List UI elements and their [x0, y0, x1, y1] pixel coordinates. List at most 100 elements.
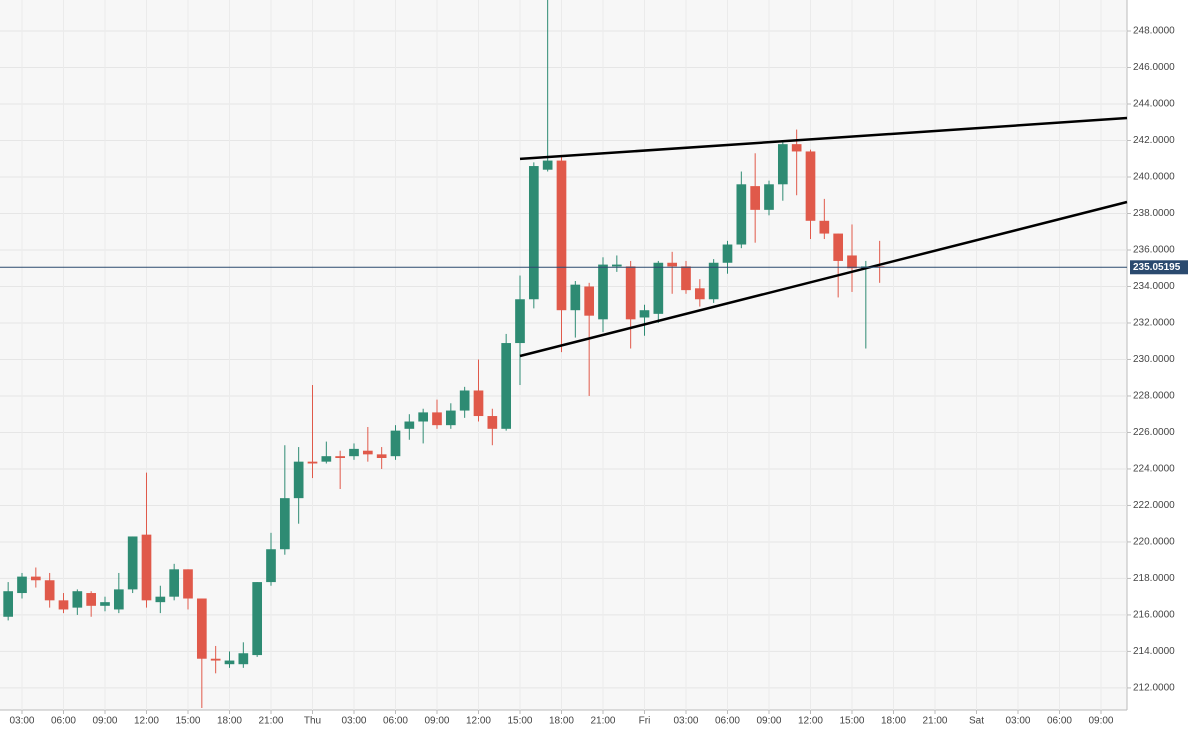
candle-body [777, 144, 788, 185]
candle-body [805, 151, 816, 221]
last-price-label: 235.05195 [1133, 262, 1181, 273]
y-tick-label: 236.0000 [1133, 245, 1175, 256]
x-tick-label: 09:00 [756, 716, 781, 727]
candle-body [764, 184, 774, 210]
candle-body [169, 569, 180, 597]
candle-body [584, 286, 595, 316]
y-tick-label: 240.0000 [1133, 172, 1175, 183]
candle-body [653, 262, 664, 314]
y-tick-label: 246.0000 [1133, 62, 1175, 73]
candle-body [113, 589, 124, 610]
candle-body [708, 262, 719, 300]
x-tick-label: 03:00 [341, 716, 366, 727]
x-tick-label: 06:00 [51, 716, 76, 727]
candle-body [279, 498, 290, 550]
candle-body [72, 591, 83, 608]
last-price-box [1130, 260, 1188, 275]
candle-body [847, 255, 857, 269]
candle-body [667, 262, 678, 267]
candle-body [750, 186, 761, 210]
candle-body [362, 450, 373, 455]
x-tick-label: 18:00 [549, 716, 574, 727]
y-tick-label: 238.0000 [1133, 208, 1175, 219]
candle-body [321, 456, 332, 462]
y-tick-label: 226.0000 [1133, 427, 1175, 438]
candle-body [349, 448, 359, 457]
y-tick-label: 234.0000 [1133, 281, 1175, 292]
candle-body [196, 598, 207, 659]
candle-body [501, 343, 512, 429]
x-tick-label: 03:00 [1005, 716, 1030, 727]
y-tick-label: 248.0000 [1133, 26, 1175, 37]
x-tick-label: 06:00 [1047, 716, 1072, 727]
y-tick-label: 224.0000 [1133, 464, 1175, 475]
y-tick-label: 222.0000 [1133, 500, 1175, 511]
y-tick-label: 232.0000 [1133, 318, 1175, 329]
candle-body [86, 593, 97, 606]
candle-body [58, 600, 69, 610]
y-tick-label: 230.0000 [1133, 354, 1175, 365]
candle-body [376, 454, 387, 459]
candle-body [335, 456, 346, 459]
candle-body [224, 660, 235, 665]
y-tick-label: 228.0000 [1133, 391, 1175, 402]
candle-body [238, 653, 249, 665]
y-tick-label: 214.0000 [1133, 646, 1175, 657]
candle-body [293, 461, 304, 499]
candle-body [819, 220, 830, 234]
x-tick-label: 21:00 [922, 716, 947, 727]
x-tick-label: 09:00 [92, 716, 117, 727]
candle-body [127, 536, 138, 590]
candle-body [639, 310, 650, 318]
candle-body [252, 582, 263, 656]
candle-body [528, 166, 539, 300]
candle-body [3, 591, 14, 617]
candle-body [473, 390, 484, 417]
x-tick-label: 21:00 [590, 716, 615, 727]
candle-body [611, 264, 622, 267]
candle-body [681, 266, 691, 291]
x-tick-label: 06:00 [383, 716, 408, 727]
candle-body [736, 184, 747, 245]
candle-body [722, 244, 733, 263]
x-tick-label: 12:00 [798, 716, 823, 727]
x-tick-label: 09:00 [424, 716, 449, 727]
x-tick-label: Sat [969, 716, 984, 727]
candle-body [100, 602, 110, 606]
candle-body [266, 549, 276, 583]
candle-body [307, 461, 318, 464]
x-tick-label: 18:00 [217, 716, 242, 727]
candle-body [141, 534, 152, 601]
y-tick-label: 220.0000 [1133, 537, 1175, 548]
candle-body [515, 299, 525, 344]
x-tick-label: Thu [304, 716, 321, 727]
candle-body [418, 412, 429, 422]
x-tick-label: 12:00 [466, 716, 491, 727]
candle-body [791, 144, 802, 152]
y-tick-label: 216.0000 [1133, 610, 1175, 621]
x-tick-label: Fri [639, 716, 651, 727]
x-tick-label: 21:00 [258, 716, 283, 727]
x-tick-label: 03:00 [9, 716, 34, 727]
candle-body [30, 576, 41, 581]
candle-body [155, 596, 166, 603]
x-tick-label: 18:00 [881, 716, 906, 727]
candle-body [542, 160, 553, 170]
x-tick-label: 06:00 [715, 716, 740, 727]
y-tick-label: 218.0000 [1133, 573, 1175, 584]
x-tick-label: 15:00 [507, 716, 532, 727]
candle-body [44, 580, 55, 601]
candle-body [570, 284, 581, 311]
trendline [519, 200, 1128, 358]
candle-body [404, 421, 415, 429]
candle-body [556, 160, 567, 311]
candle-body [445, 410, 456, 426]
candle-body [487, 416, 498, 429]
y-tick-label: 244.0000 [1133, 99, 1175, 110]
candle-body [694, 288, 705, 300]
y-tick-label: 242.0000 [1133, 135, 1175, 146]
candle-body [17, 576, 27, 594]
x-tick-label: 15:00 [839, 716, 864, 727]
